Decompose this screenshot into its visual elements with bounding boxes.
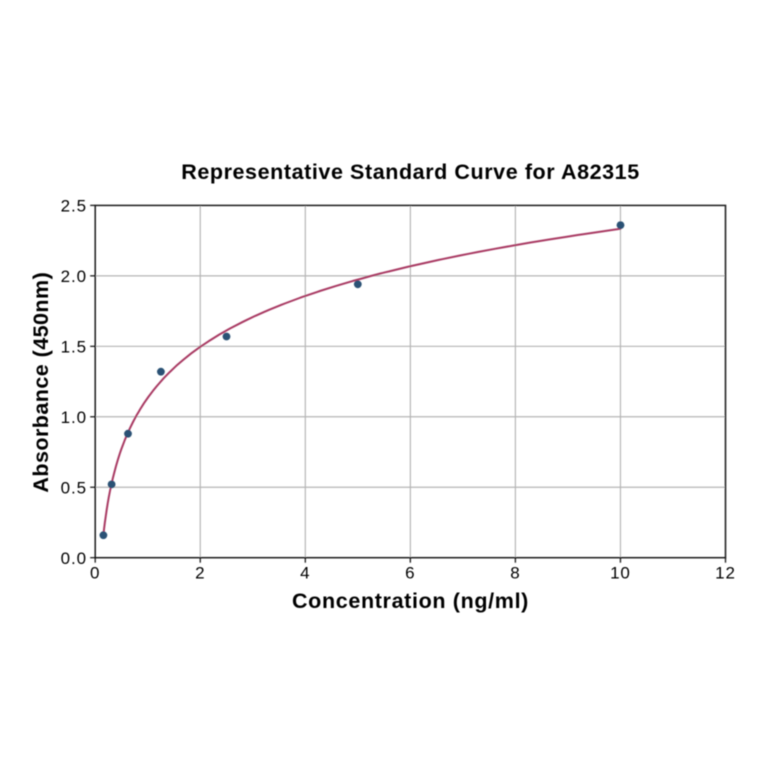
- svg-text:0.0: 0.0: [61, 549, 87, 568]
- svg-text:4: 4: [300, 564, 310, 583]
- svg-text:8: 8: [510, 564, 520, 583]
- svg-text:1.5: 1.5: [61, 338, 87, 357]
- svg-text:2.5: 2.5: [61, 197, 87, 216]
- svg-text:0: 0: [90, 564, 100, 583]
- svg-text:12: 12: [715, 564, 736, 583]
- svg-text:10: 10: [610, 564, 631, 583]
- svg-text:1.0: 1.0: [61, 408, 87, 427]
- svg-text:Absorbance (450nm): Absorbance (450nm): [29, 272, 53, 493]
- svg-text:2.0: 2.0: [61, 267, 87, 286]
- svg-text:Representative Standard Curve: Representative Standard Curve for A82315: [181, 160, 640, 184]
- svg-text:Concentration (ng/ml): Concentration (ng/ml): [292, 589, 529, 613]
- svg-text:0.5: 0.5: [61, 478, 87, 497]
- svg-text:2: 2: [195, 564, 205, 583]
- svg-text:6: 6: [405, 564, 415, 583]
